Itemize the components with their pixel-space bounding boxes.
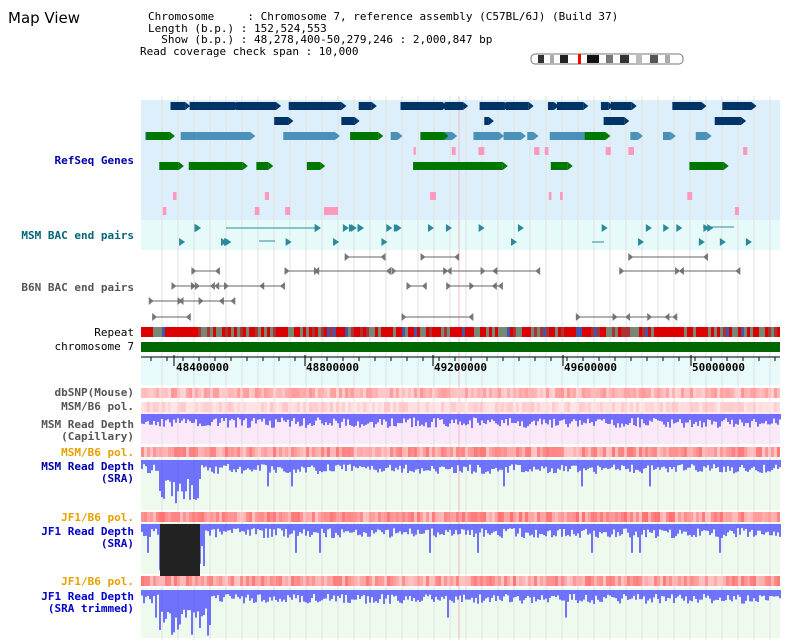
- jf1-depth-trimmed-label[interactable]: JF1 Read Depth (SRA trimmed): [41, 590, 134, 615]
- tick-label: 48800000: [306, 361, 359, 374]
- read-depth-tracks[interactable]: [141, 414, 781, 636]
- chromosome-info: Chromosome : Chromosome 7, reference ass…: [140, 10, 619, 57]
- msm-depth-capillary-label[interactable]: MSM Read Depth (Capillary): [41, 418, 134, 443]
- msm-depth-sra-label[interactable]: MSM Read Depth (SRA): [41, 460, 134, 485]
- jf1-b6-pol-2-label[interactable]: JF1/B6 pol.: [61, 575, 134, 588]
- info-show: Show (b.p.) : 48,278,400-50,279,246 : 2,…: [148, 33, 493, 46]
- chromosome-bar: [141, 342, 780, 352]
- jf1-depth-sra-label[interactable]: JF1 Read Depth (SRA): [41, 525, 134, 550]
- jf1-b6-pol-label[interactable]: JF1/B6 pol.: [61, 511, 134, 524]
- repeat-track[interactable]: [141, 327, 780, 337]
- msm-bac-track[interactable]: [179, 224, 752, 246]
- tick-label: 49600000: [564, 361, 617, 374]
- refseq-genes-track[interactable]: [145, 102, 757, 215]
- dbsnp-label[interactable]: dbSNP(Mouse): [54, 386, 134, 399]
- chromosome-label: chromosome 7: [54, 340, 134, 353]
- position-axis: [141, 355, 780, 366]
- tick-label: 48400000: [176, 361, 229, 374]
- msm-b6-pol-label[interactable]: MSM/B6 pol.: [61, 400, 134, 413]
- repeat-label: Repeat: [94, 326, 134, 339]
- tick-label: 50000000: [692, 361, 745, 374]
- tick-label: 49200000: [434, 361, 487, 374]
- page-title: Map View: [8, 9, 81, 27]
- chromosome-ideogram[interactable]: [530, 52, 685, 66]
- info-chromosome: Chromosome : Chromosome 7, reference ass…: [148, 10, 619, 23]
- heatmap-tracks[interactable]: [141, 388, 780, 586]
- refseq-genes-label[interactable]: RefSeq Genes: [54, 154, 134, 167]
- b6n-bac-label[interactable]: B6N BAC end pairs: [21, 281, 134, 294]
- b6n-bac-track[interactable]: [148, 253, 741, 321]
- info-coverage: Read coverage check span : 10,000: [140, 44, 359, 58]
- msm-b6-pol-2-label[interactable]: MSM/B6 pol.: [61, 446, 134, 459]
- msm-bac-label[interactable]: MSM BAC end pairs: [21, 229, 134, 242]
- info-length: Length (b.p.) : 152,524,553: [148, 21, 327, 35]
